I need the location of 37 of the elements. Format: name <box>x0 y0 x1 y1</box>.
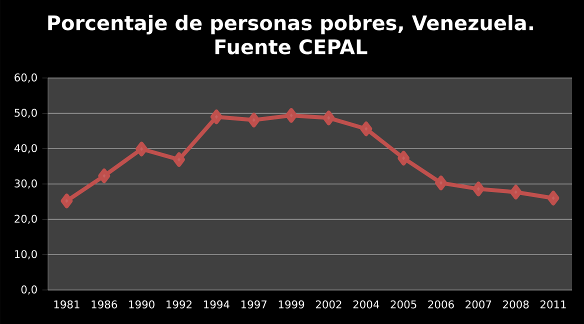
x-tick-label: 2005 <box>390 300 416 308</box>
point <box>98 168 110 184</box>
point <box>136 142 148 156</box>
y-tick-label: 30,0 <box>14 179 37 189</box>
point <box>435 176 448 190</box>
x-tick-label: 2006 <box>428 300 454 308</box>
y-tick-label: 50,0 <box>14 108 37 118</box>
y-tick-label: 0,0 <box>21 285 37 295</box>
y-tick-label: 40,0 <box>14 144 37 154</box>
point <box>285 108 298 123</box>
point <box>472 182 484 196</box>
x-tick-label: 2007 <box>466 300 492 308</box>
point <box>210 110 222 124</box>
x-tick-label: 2011 <box>540 300 566 308</box>
y-tick-label: 20,0 <box>14 214 37 224</box>
x-tick-label: 2004 <box>353 300 380 308</box>
point <box>322 110 335 126</box>
x-tick-label: 1997 <box>241 300 267 308</box>
x-tick-label: 1999 <box>278 300 304 308</box>
x-tick-label: 1990 <box>129 300 154 308</box>
x-tick-label: 1986 <box>92 300 118 308</box>
y-tick-label: 10,0 <box>15 250 37 260</box>
point <box>60 194 73 208</box>
y-tick-label: 60,0 <box>14 73 37 83</box>
x-tick-label: 2002 <box>316 300 342 308</box>
point <box>173 152 186 167</box>
point <box>510 184 522 200</box>
point <box>248 112 260 128</box>
chart-title: Porcentaje de personas pobres, Venezuela. <box>48 14 533 34</box>
x-tick-label: 1981 <box>54 300 80 308</box>
x-tick-label: 2008 <box>503 300 529 308</box>
x-tick-label: 1992 <box>166 300 192 308</box>
point <box>360 122 372 136</box>
point <box>547 190 560 206</box>
chart-subtitle: Fuente CEPAL <box>215 39 368 54</box>
x-tick-label: 1994 <box>204 300 230 308</box>
point <box>398 150 410 166</box>
